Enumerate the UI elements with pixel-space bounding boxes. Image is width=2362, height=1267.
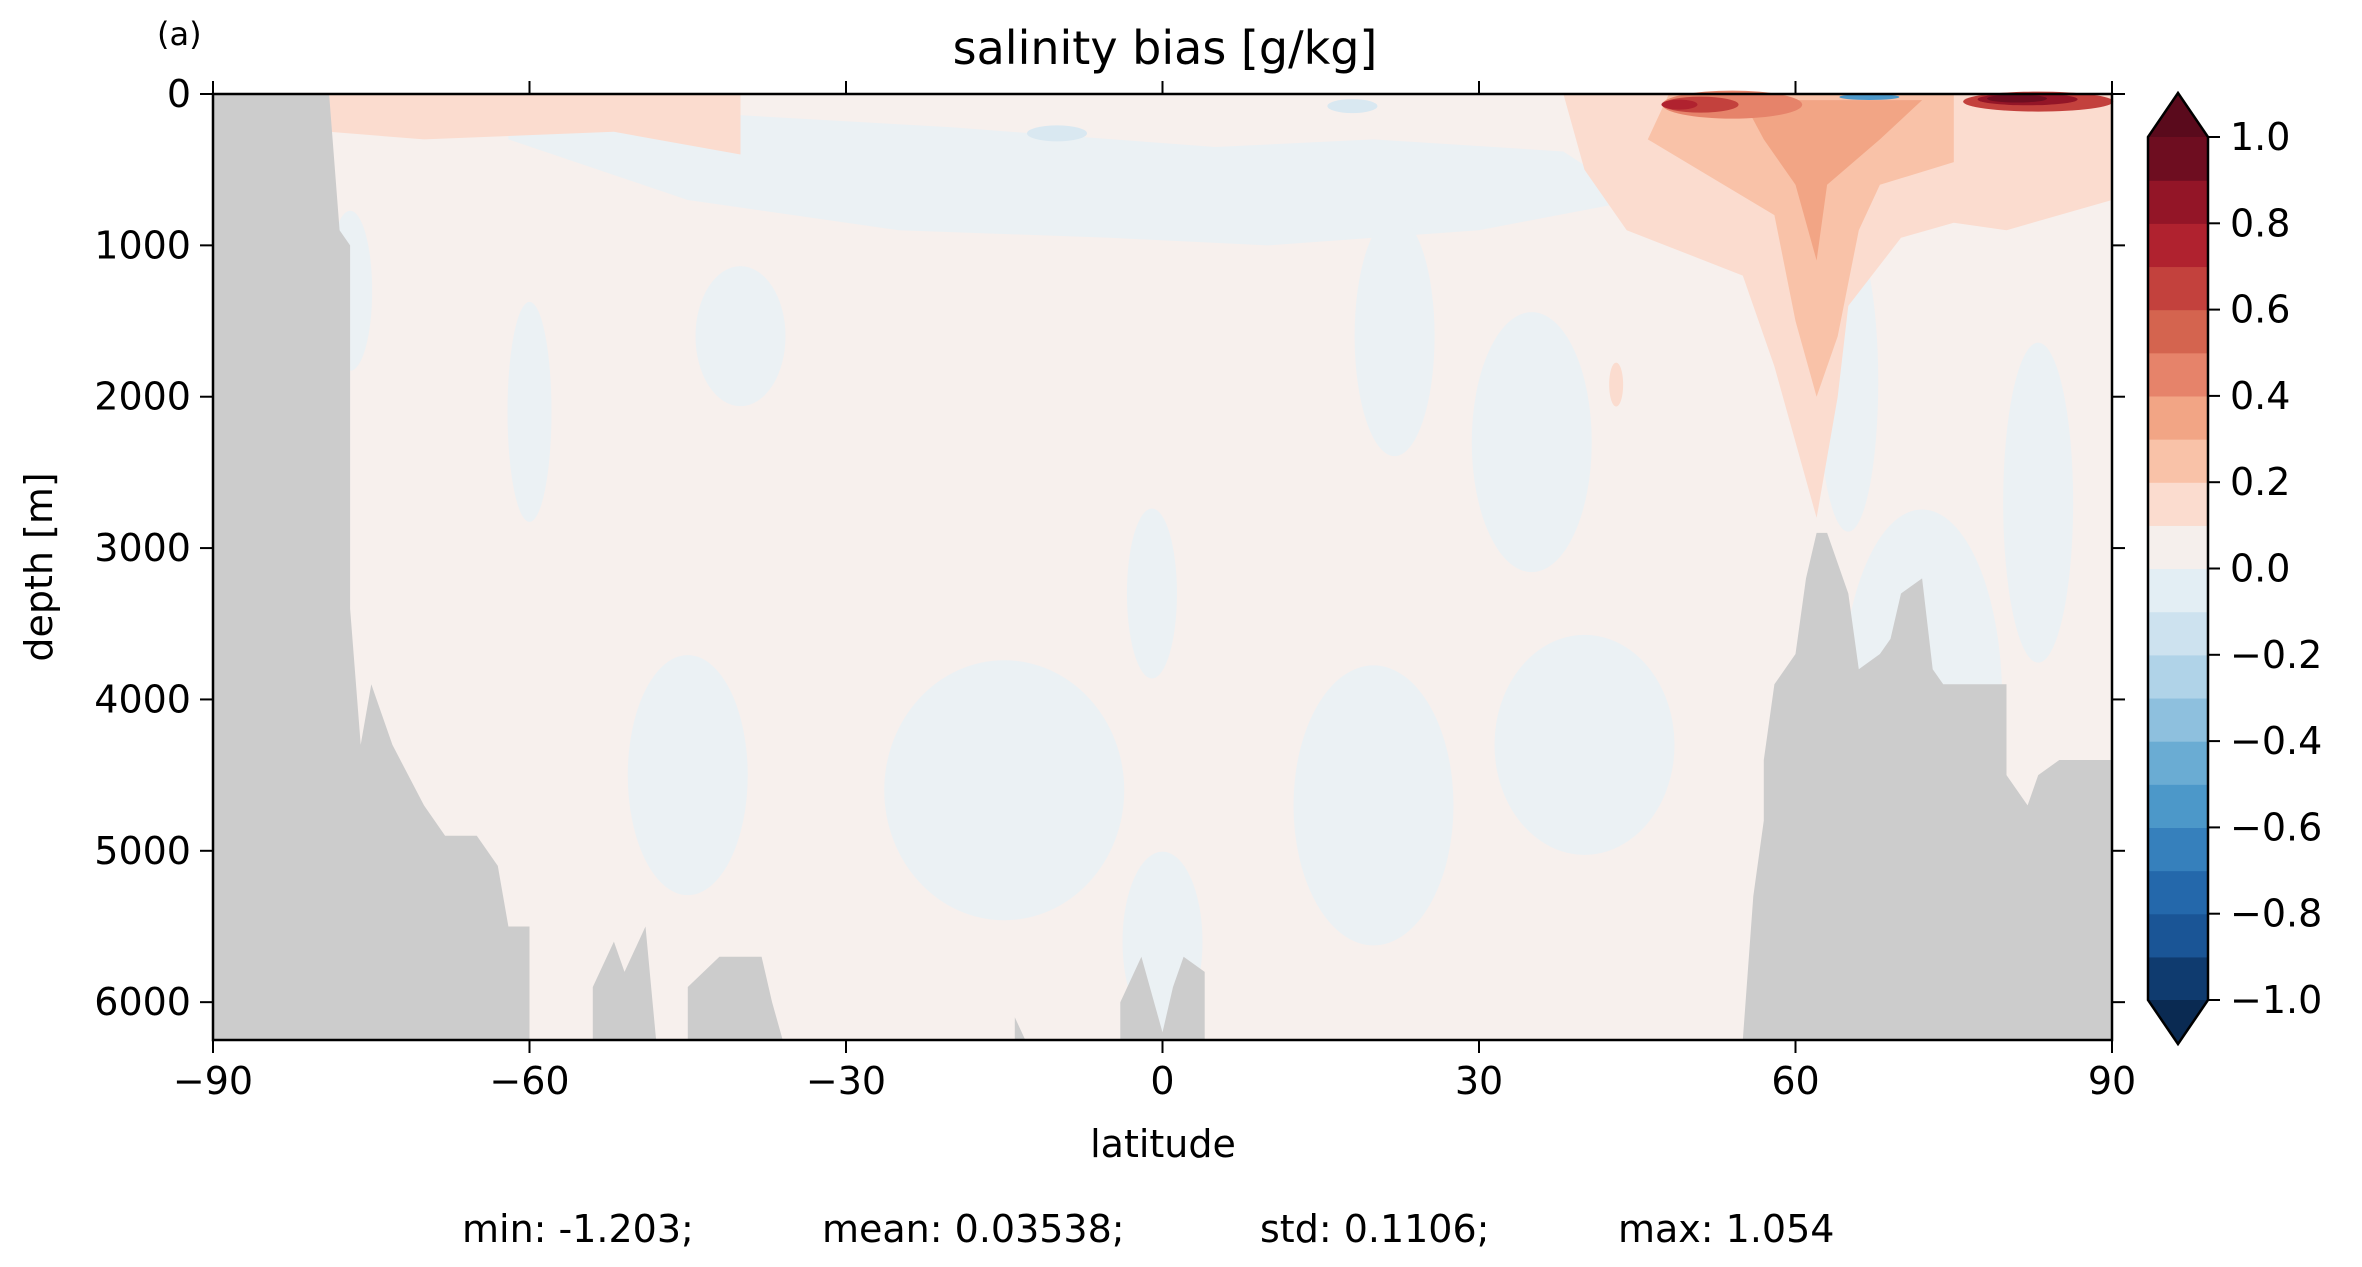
negative-patch <box>1494 634 1675 855</box>
seamount <box>592 926 657 1040</box>
colorbar-segment <box>2148 266 2208 311</box>
colorbar-segment <box>2148 913 2208 958</box>
colorbar-tick-label: 0.0 <box>2230 547 2290 591</box>
colorbar-segment <box>2148 309 2208 354</box>
colorbar-tick-label: 0.6 <box>2230 288 2290 332</box>
max-patch-50N <box>1661 99 1698 110</box>
y-tick-label: 4000 <box>94 677 191 721</box>
positive-spot <box>1609 362 1624 407</box>
colorbar-extend-bottom <box>2148 1000 2208 1044</box>
y-tick-label: 5000 <box>94 829 191 873</box>
max-patch-80N <box>1987 94 2048 103</box>
bathymetry-mask <box>213 94 2112 1040</box>
negative-patch <box>884 660 1125 921</box>
panel-label: (a) <box>157 15 202 53</box>
colorbar-segment <box>2148 352 2208 397</box>
colorbar-tick-label: −1.0 <box>2230 978 2322 1022</box>
colorbar-tick-label: −0.6 <box>2230 805 2322 849</box>
colorbar-segment <box>2148 741 2208 785</box>
colorbar-segment <box>2148 568 2208 613</box>
plot-area <box>211 90 2114 1042</box>
negative-patch <box>1126 508 1177 679</box>
colorbar-segment <box>2148 870 2208 915</box>
colorbar-segment <box>2148 827 2208 872</box>
ridge <box>1014 1017 1026 1040</box>
colorbar-tick-label: 1.0 <box>2230 115 2290 159</box>
x-tick-label: 90 <box>2088 1059 2136 1103</box>
negative-patch <box>2003 342 2074 663</box>
stat-std: std: 0.1106; <box>1260 1207 1489 1251</box>
colorbar-segment <box>2148 956 2208 1001</box>
y-tick-label: 3000 <box>94 526 191 570</box>
positive-core-strong <box>1742 100 1923 261</box>
colorbar-tick-label: 0.2 <box>2230 460 2290 504</box>
min-patch-arctic <box>1839 94 1900 101</box>
colorbar-tick-label: −0.8 <box>2230 892 2322 936</box>
colorbar-segment <box>2148 784 2208 828</box>
colorbar-segment <box>2148 697 2208 742</box>
y-tick-label: 6000 <box>94 980 191 1024</box>
negative-patch <box>695 266 786 407</box>
colorbar-segment <box>2148 395 2208 440</box>
colorbar-segment <box>2148 482 2208 526</box>
x-tick-label: −30 <box>806 1059 886 1103</box>
x-tick-label: 60 <box>1771 1059 1819 1103</box>
ridge <box>687 956 783 1040</box>
negative-patch <box>1354 216 1435 457</box>
negative-patch <box>627 655 748 896</box>
negative-patch-upper <box>508 100 1638 246</box>
colorbar-tick-label: 0.8 <box>2230 201 2290 245</box>
colorbar: 1.0 0.8 0.6 0.4 0.2 0.0 −0.2 −0.4 −0.6 −0.8 −1.0 <box>2146 90 2322 1047</box>
colorbar-extend-top <box>2148 93 2208 137</box>
negative-patch <box>1293 665 1454 946</box>
negative-patch <box>1027 125 1087 142</box>
stat-mean: mean: 0.03538; <box>822 1207 1125 1251</box>
y-tick-label: 1000 <box>94 223 191 267</box>
colorbar-segment <box>2148 654 2208 699</box>
colorbar-tick-label: 0.4 <box>2230 374 2290 418</box>
colorbar-segment <box>2148 137 2208 181</box>
colorbar-segment <box>2148 180 2208 224</box>
y-axis: 0 1000 2000 3000 4000 5000 6000 <box>94 72 2125 1024</box>
colorbar-segment <box>2148 439 2208 483</box>
stat-min: min: -1.203; <box>462 1207 694 1251</box>
x-tick-label: −90 <box>173 1059 253 1103</box>
northern-land <box>1742 532 2112 1040</box>
x-axis: −90 −60 −30 0 30 60 90 <box>173 81 2136 1103</box>
y-tick-label: 2000 <box>94 375 191 419</box>
colorbar-tick-label: −0.4 <box>2230 719 2322 763</box>
colorbar-segment <box>2148 611 2208 656</box>
stats-line: min: -1.203; mean: 0.03538; std: 0.1106;… <box>462 1207 1834 1251</box>
colorbar-segment <box>2148 525 2208 570</box>
x-tick-label: −60 <box>489 1059 569 1103</box>
positive-core <box>1647 94 1954 397</box>
antarctic-land <box>213 94 530 1040</box>
x-axis-label: latitude <box>1090 1122 1236 1166</box>
stat-max: max: 1.054 <box>1618 1207 1834 1251</box>
salinity-field <box>328 90 2114 1032</box>
y-axis-label: depth [m] <box>17 472 61 661</box>
colorbar-tick-label: −0.2 <box>2230 633 2322 677</box>
negative-patch <box>1471 312 1592 573</box>
y-tick-label: 0 <box>167 72 191 116</box>
x-tick-label: 30 <box>1455 1059 1503 1103</box>
colorbar-segment <box>2148 223 2208 268</box>
ridge <box>1120 956 1205 1040</box>
positive-band-south <box>329 94 741 155</box>
negative-patch <box>507 301 552 522</box>
negative-patch <box>1327 99 1378 114</box>
chart-title: salinity bias [g/kg] <box>953 21 1378 75</box>
x-tick-label: 0 <box>1150 1059 1174 1103</box>
